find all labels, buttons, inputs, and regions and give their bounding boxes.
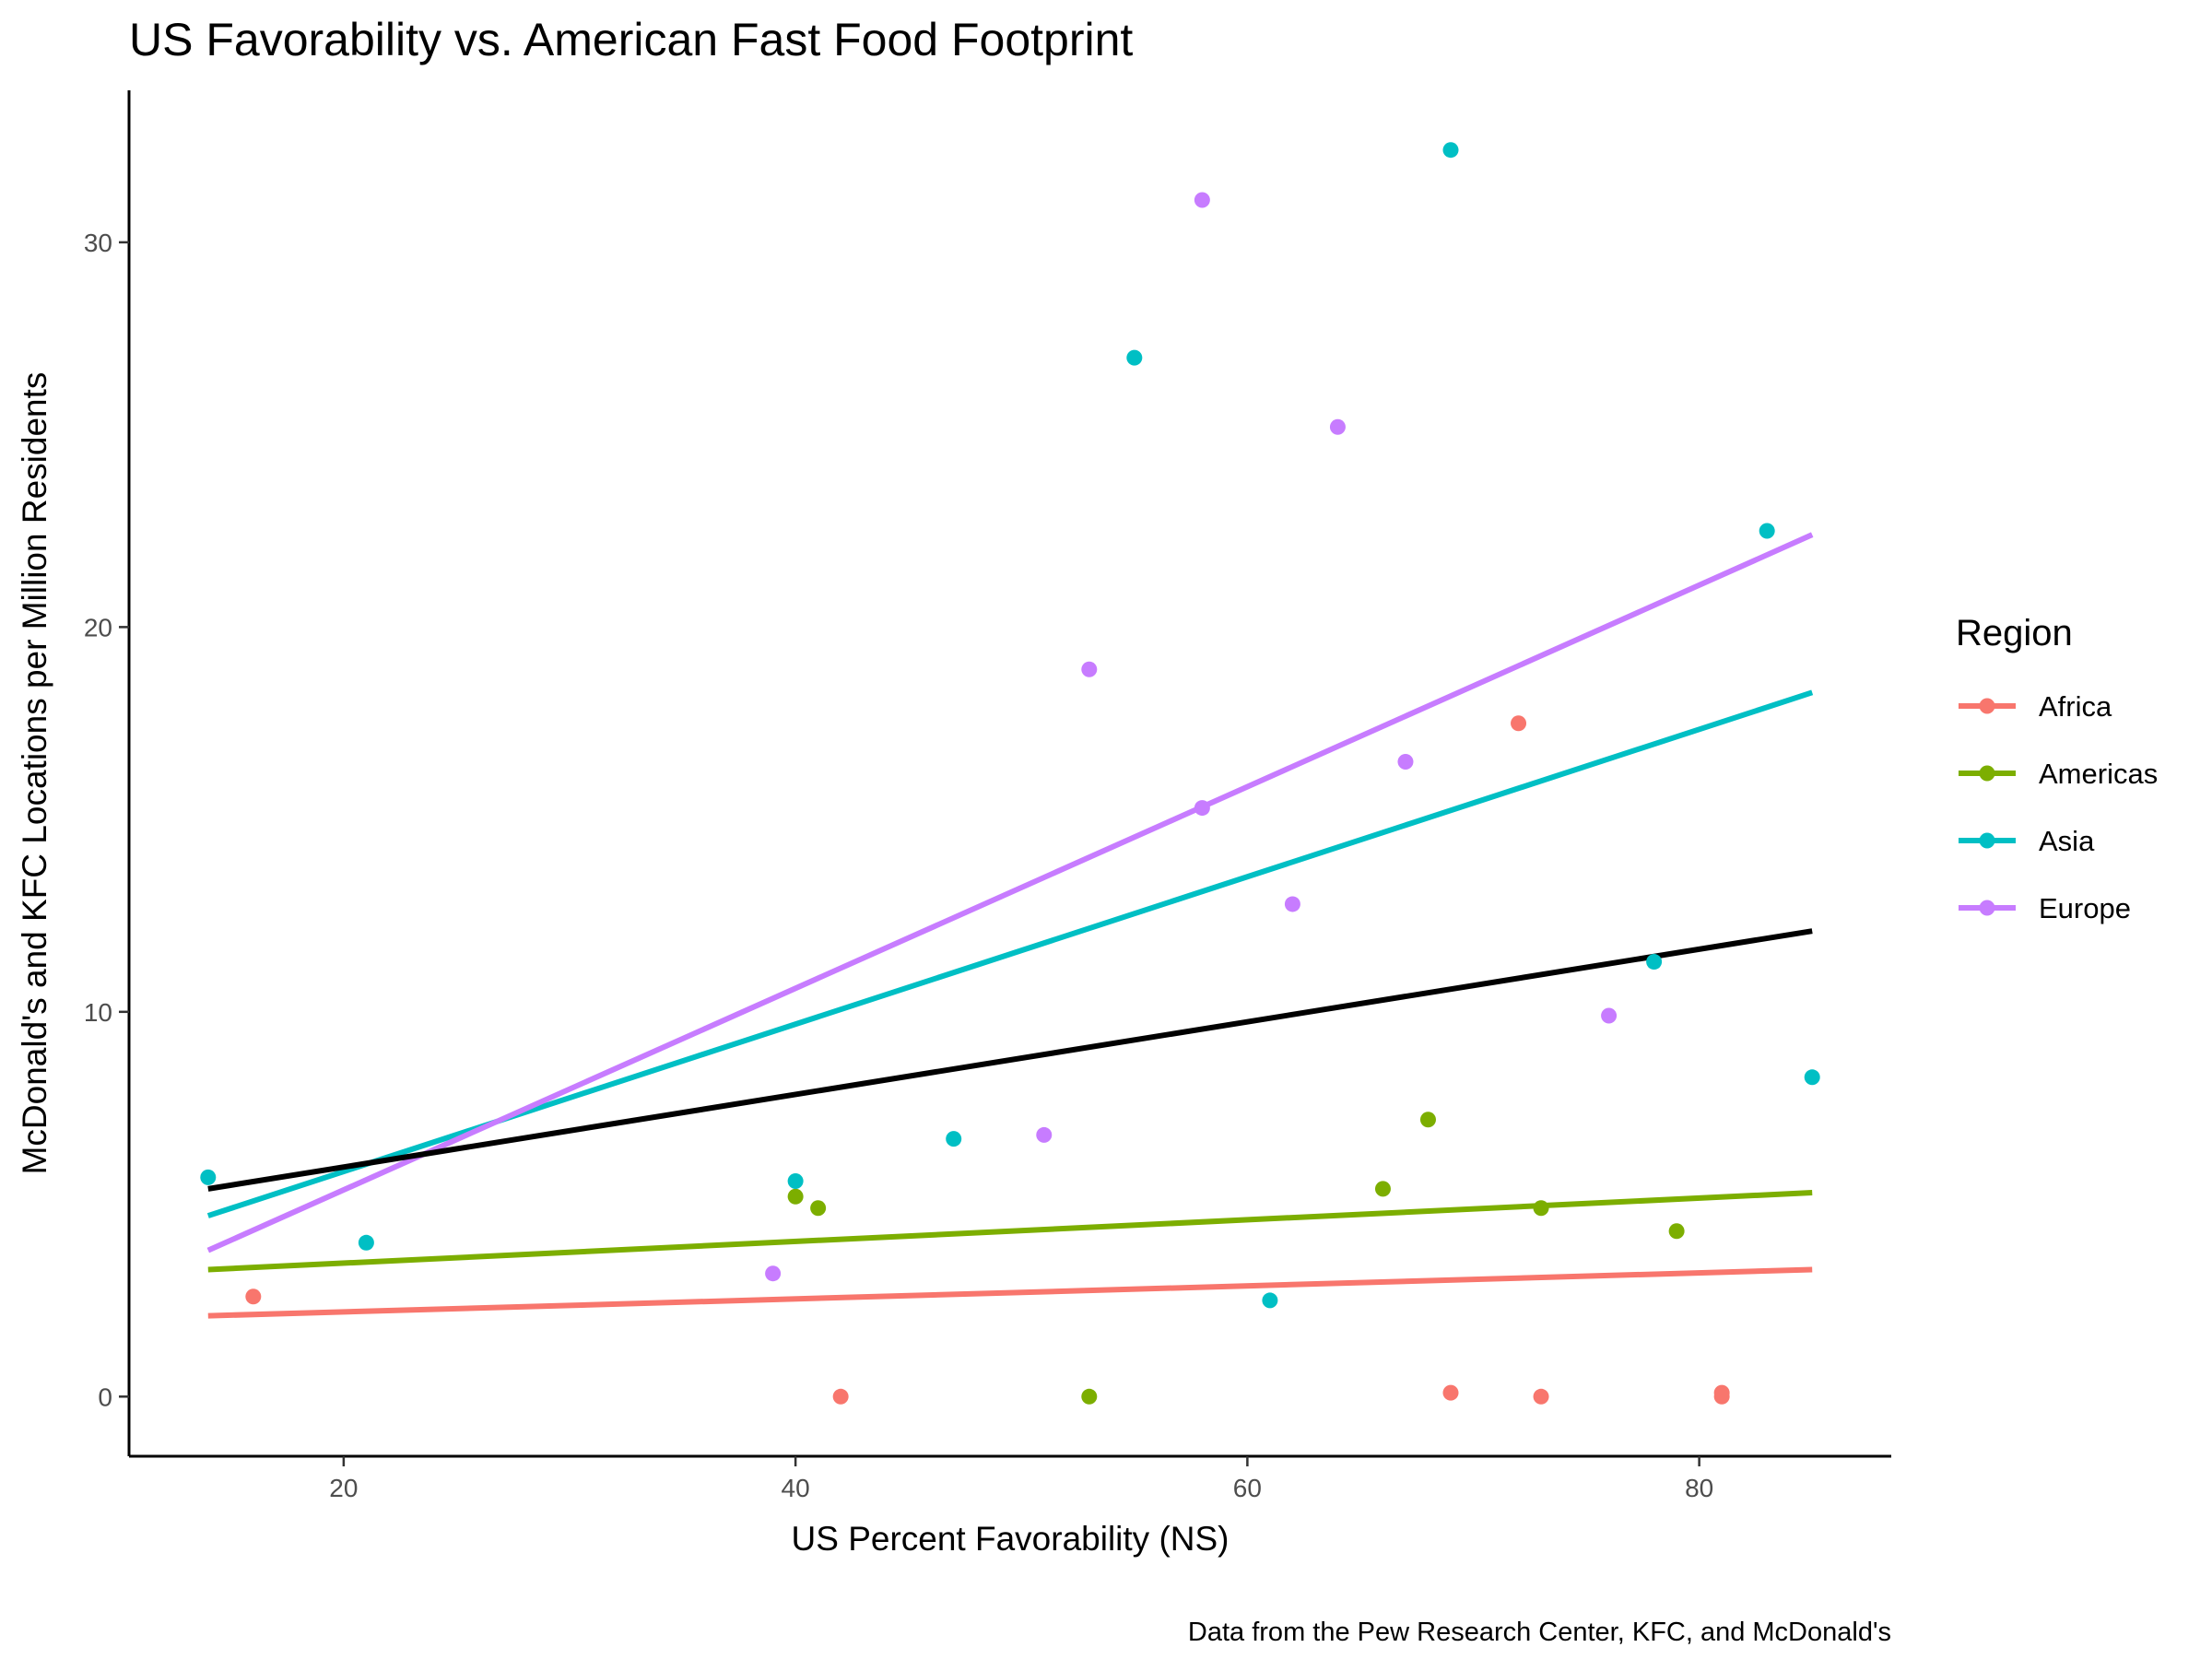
y-tick-label: 20 (84, 613, 112, 641)
data-point-asia (1262, 1292, 1278, 1309)
legend-label: Americas (2039, 758, 2158, 790)
legend-label: Europe (2039, 892, 2131, 924)
data-point-africa (832, 1388, 849, 1405)
legend-item-americas: Americas (1959, 758, 2158, 790)
data-point-asia (1646, 954, 1663, 971)
data-point-asia (1759, 523, 1775, 539)
chart-title: US Favorability vs. American Fast Food F… (129, 14, 1133, 65)
legend-key-point (1979, 765, 1995, 782)
data-point-europe (1284, 896, 1300, 912)
x-tick-label: 80 (1685, 1474, 1713, 1502)
data-point-asia (1442, 142, 1459, 159)
data-point-asia (358, 1234, 374, 1251)
data-point-africa (245, 1288, 262, 1305)
data-point-asia (200, 1169, 217, 1185)
data-point-americas (810, 1200, 827, 1217)
data-point-americas (1419, 1112, 1436, 1128)
y-tick-label: 0 (98, 1382, 112, 1411)
data-point-africa (1442, 1384, 1459, 1401)
x-tick-label: 20 (329, 1474, 358, 1502)
data-point-americas (1533, 1200, 1549, 1217)
legend: Region Africa Americas Asia Europe (1956, 613, 2158, 924)
data-point-asia (946, 1131, 962, 1147)
data-point-europe (1194, 192, 1210, 208)
data-point-asia (1126, 349, 1143, 366)
legend-item-africa: Africa (1959, 690, 2112, 723)
data-point-europe (1601, 1007, 1618, 1024)
x-tick-label: 60 (1233, 1474, 1262, 1502)
legend-items: Africa Americas Asia Europe (1959, 690, 2158, 924)
plot-area (200, 142, 1820, 1405)
data-point-europe (1329, 418, 1346, 435)
data-point-asia (1804, 1069, 1820, 1086)
legend-label: Africa (2039, 690, 2112, 723)
legend-item-asia: Asia (1959, 825, 2095, 857)
data-point-asia (787, 1173, 804, 1190)
trend-line-africa (207, 1266, 1813, 1319)
data-point-europe (765, 1265, 782, 1282)
chart-caption: Data from the Pew Research Center, KFC, … (1188, 1618, 1891, 1647)
axes: 20 40 60 80 0 10 20 30 (84, 90, 1891, 1502)
y-tick-label: 30 (84, 229, 112, 257)
data-point-americas (1081, 1388, 1098, 1405)
trend-line-europe (206, 532, 1814, 1253)
legend-key-point (1979, 698, 1995, 714)
trend-line-overall (207, 928, 1813, 1192)
x-axis-title: US Percent Favorability (NS) (792, 1520, 1230, 1558)
x-tick-label: 40 (782, 1474, 810, 1502)
data-point-europe (1194, 800, 1210, 817)
data-point-europe (1397, 753, 1414, 770)
legend-key-point (1979, 900, 1995, 916)
y-tick-label: 10 (84, 998, 112, 1027)
legend-key-point (1979, 832, 1995, 849)
legend-title: Region (1956, 613, 2073, 653)
legend-item-europe: Europe (1959, 892, 2131, 924)
data-point-americas (1668, 1223, 1685, 1240)
y-axis-title: McDonald's and KFC Locations per Million… (16, 372, 53, 1175)
data-point-europe (1036, 1126, 1053, 1143)
legend-label: Asia (2039, 825, 2095, 857)
data-point-americas (787, 1188, 804, 1205)
data-point-africa (1533, 1388, 1549, 1405)
data-point-africa (1713, 1384, 1730, 1401)
data-point-americas (1374, 1181, 1391, 1197)
data-point-africa (1511, 715, 1527, 732)
data-point-europe (1081, 661, 1098, 677)
